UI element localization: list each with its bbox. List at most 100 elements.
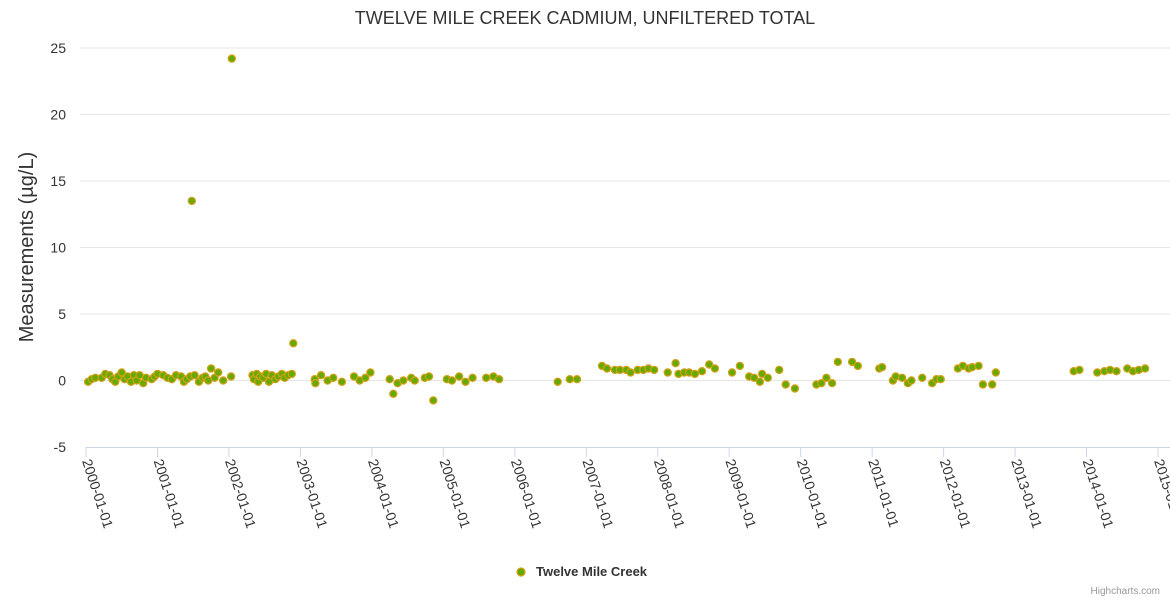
data-point[interactable]: [602, 364, 612, 373]
x-tick-label: 2014-01-01: [1080, 457, 1117, 530]
data-point[interactable]: [853, 361, 863, 371]
data-point[interactable]: [663, 368, 672, 377]
x-tick-label: 2013-01-01: [1008, 457, 1045, 530]
data-point[interactable]: [226, 372, 236, 381]
data-point[interactable]: [790, 384, 800, 393]
x-tick-label: 2003-01-01: [294, 457, 331, 530]
data-point[interactable]: [468, 373, 477, 382]
data-point[interactable]: [311, 379, 320, 388]
data-point[interactable]: [710, 364, 720, 373]
x-tick-label: 2006-01-01: [508, 457, 545, 530]
data-point[interactable]: [763, 373, 773, 382]
data-point[interactable]: [1112, 367, 1121, 376]
data-point[interactable]: [565, 375, 575, 384]
x-tick-label: 2012-01-01: [937, 457, 974, 530]
data-point[interactable]: [572, 375, 582, 384]
data-point[interactable]: [482, 373, 491, 382]
y-tick-label: 0: [58, 373, 66, 389]
data-point[interactable]: [907, 376, 916, 385]
data-point[interactable]: [755, 377, 765, 386]
data-point[interactable]: [918, 373, 927, 382]
x-tick-label: 2004-01-01: [365, 457, 402, 530]
y-axis-label: Measurements (µg/L): [16, 152, 38, 342]
data-point[interactable]: [349, 372, 359, 381]
data-point[interactable]: [817, 379, 826, 388]
data-point[interactable]: [822, 373, 831, 382]
y-tick-label: -5: [54, 439, 67, 455]
data-point[interactable]: [750, 373, 759, 382]
data-point[interactable]: [991, 368, 1001, 377]
data-point[interactable]: [385, 375, 394, 384]
data-point[interactable]: [389, 389, 398, 398]
x-tick-label: 2011-01-01: [865, 457, 902, 529]
legend-marker-twelve-mile-creek[interactable]: [516, 567, 526, 577]
data-point[interactable]: [697, 367, 707, 376]
data-point[interactable]: [827, 379, 837, 388]
data-point[interactable]: [227, 54, 236, 63]
data-point[interactable]: [974, 361, 983, 371]
data-point[interactable]: [781, 380, 790, 389]
data-point[interactable]: [361, 373, 370, 382]
data-point[interactable]: [735, 361, 745, 371]
data-point[interactable]: [399, 376, 408, 385]
data-point[interactable]: [410, 376, 419, 385]
data-point[interactable]: [429, 396, 438, 405]
data-point[interactable]: [447, 376, 457, 385]
x-tick-label: 2009-01-01: [722, 457, 759, 530]
data-point[interactable]: [705, 360, 714, 369]
data-point[interactable]: [366, 368, 375, 377]
data-point[interactable]: [461, 377, 470, 386]
data-point[interactable]: [289, 339, 298, 348]
data-point[interactable]: [213, 368, 223, 377]
data-point[interactable]: [329, 373, 338, 382]
data-point[interactable]: [650, 365, 659, 375]
y-tick-label: 10: [50, 240, 66, 256]
data-point[interactable]: [897, 373, 907, 382]
x-tick-label: 2015-01-01: [1151, 457, 1170, 530]
data-point[interactable]: [454, 372, 464, 381]
data-point[interactable]: [978, 380, 988, 389]
data-point[interactable]: [671, 359, 680, 368]
data-point[interactable]: [424, 372, 434, 381]
data-point[interactable]: [206, 364, 216, 373]
y-tick-label: 20: [50, 107, 66, 123]
data-point[interactable]: [190, 371, 199, 380]
data-point[interactable]: [877, 363, 887, 372]
data-point[interactable]: [775, 365, 784, 375]
data-point[interactable]: [988, 380, 997, 389]
data-point[interactable]: [117, 368, 126, 377]
data-point[interactable]: [757, 369, 767, 379]
data-point[interactable]: [1075, 365, 1084, 375]
data-point[interactable]: [218, 376, 228, 385]
x-tick-label: 2000-01-01: [79, 457, 116, 530]
data-point[interactable]: [847, 357, 857, 367]
credits-link[interactable]: Highcharts.com: [1091, 586, 1160, 597]
data-point[interactable]: [833, 357, 843, 367]
data-point[interactable]: [626, 368, 635, 377]
data-point[interactable]: [936, 375, 945, 384]
data-point[interactable]: [1140, 364, 1150, 373]
data-point[interactable]: [690, 369, 700, 379]
x-tick-label: 2005-01-01: [436, 457, 473, 530]
data-point[interactable]: [553, 377, 562, 386]
data-point[interactable]: [1093, 368, 1102, 377]
x-tick-label: 2001-01-01: [151, 457, 188, 530]
x-tick-label: 2002-01-01: [222, 457, 259, 530]
legend-label-twelve-mile-creek[interactable]: Twelve Mile Creek: [536, 564, 648, 579]
y-tick-label: 5: [58, 306, 66, 322]
data-point[interactable]: [287, 369, 296, 379]
data-points: [83, 54, 1150, 405]
data-point[interactable]: [727, 368, 737, 377]
legend[interactable]: Twelve Mile Creek: [516, 564, 648, 579]
y-tick-label: 15: [50, 173, 66, 189]
x-tick-label: 2007-01-01: [579, 457, 616, 530]
chart-title: TWELVE MILE CREEK CADMIUM, UNFILTERED TO…: [355, 8, 815, 28]
data-point[interactable]: [187, 196, 196, 206]
data-point[interactable]: [337, 377, 347, 386]
x-tick-label: 2008-01-01: [651, 457, 688, 530]
data-point[interactable]: [494, 375, 504, 384]
data-point[interactable]: [316, 371, 326, 380]
y-tick-label: 25: [50, 40, 66, 56]
